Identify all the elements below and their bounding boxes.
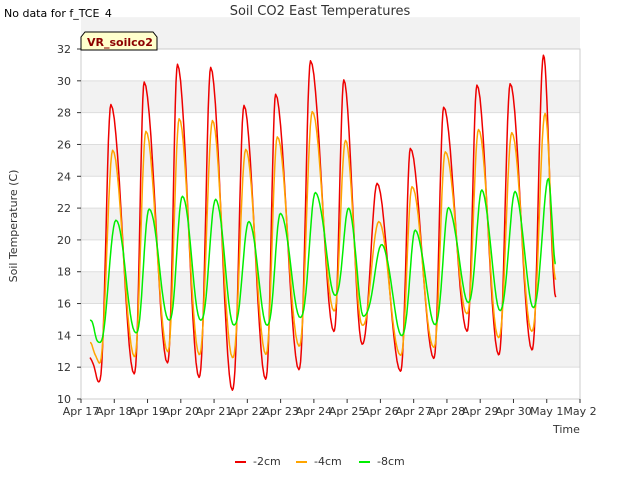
grid-band: [81, 208, 580, 240]
y-axis-label: Soil Temperature (C): [7, 170, 20, 283]
y-tick-label: 26: [57, 138, 71, 151]
y-tick-label: 18: [57, 266, 71, 279]
grid-band: [81, 335, 580, 368]
x-tick-label: Apr 20: [163, 405, 200, 418]
x-axis-label: Time: [552, 423, 580, 436]
x-tick-label: Apr 27: [395, 405, 432, 418]
x-tick-label: Apr 19: [129, 405, 166, 418]
site-label-box: VR_soilco2: [80, 31, 158, 51]
plot-frame: [80, 48, 581, 400]
legend: -2cm -4cm -8cm: [235, 455, 405, 468]
series-line-4cm: [89, 110, 557, 364]
grid-band: [81, 80, 580, 113]
y-tick-label: 10: [57, 393, 71, 406]
x-tick-label: Apr 22: [229, 405, 266, 418]
grid-band: [81, 17, 580, 49]
x-tick-label: Apr 29: [462, 405, 499, 418]
y-tick-label: 20: [57, 234, 71, 247]
chart-title: Soil CO2 East Temperatures: [230, 4, 411, 19]
site-label: VR_soilco2: [87, 36, 153, 49]
x-tick-label: Apr 21: [196, 405, 233, 418]
x-tick-label: Apr 25: [329, 405, 366, 418]
y-tick-label: 16: [57, 298, 71, 311]
x-tick-label: Apr 28: [429, 405, 466, 418]
no-data-note: No data for f_TCE_4: [4, 7, 112, 20]
series-line-8cm: [89, 177, 556, 344]
y-tick-label: 14: [57, 329, 71, 342]
series-lines: [89, 54, 557, 391]
x-tick-label: May 2: [563, 405, 596, 418]
y-tick-label: 12: [57, 361, 71, 374]
grid-band: [81, 144, 580, 177]
x-tick-label: Apr 23: [262, 405, 299, 418]
legend-label: -8cm: [377, 455, 405, 468]
y-tick-label: 28: [57, 107, 71, 120]
x-tick-label: Apr 17: [63, 405, 100, 418]
x-tick-label: Apr 24: [296, 405, 333, 418]
y-tick-label: 32: [57, 43, 71, 56]
y-tick-label: 24: [57, 170, 71, 183]
y-tick-label: 22: [57, 202, 71, 215]
x-tick-label: Apr 30: [495, 405, 532, 418]
x-tick-label: May 1: [530, 405, 563, 418]
x-tick-label: Apr 26: [362, 405, 399, 418]
legend-label: -4cm: [314, 455, 342, 468]
legend-label: -2cm: [253, 455, 281, 468]
x-tick-label: Apr 18: [96, 405, 133, 418]
y-tick-label: 30: [57, 75, 71, 88]
y-axis: 10 12 14 16 18 20 22 24 26 28 30 32: [57, 43, 81, 406]
